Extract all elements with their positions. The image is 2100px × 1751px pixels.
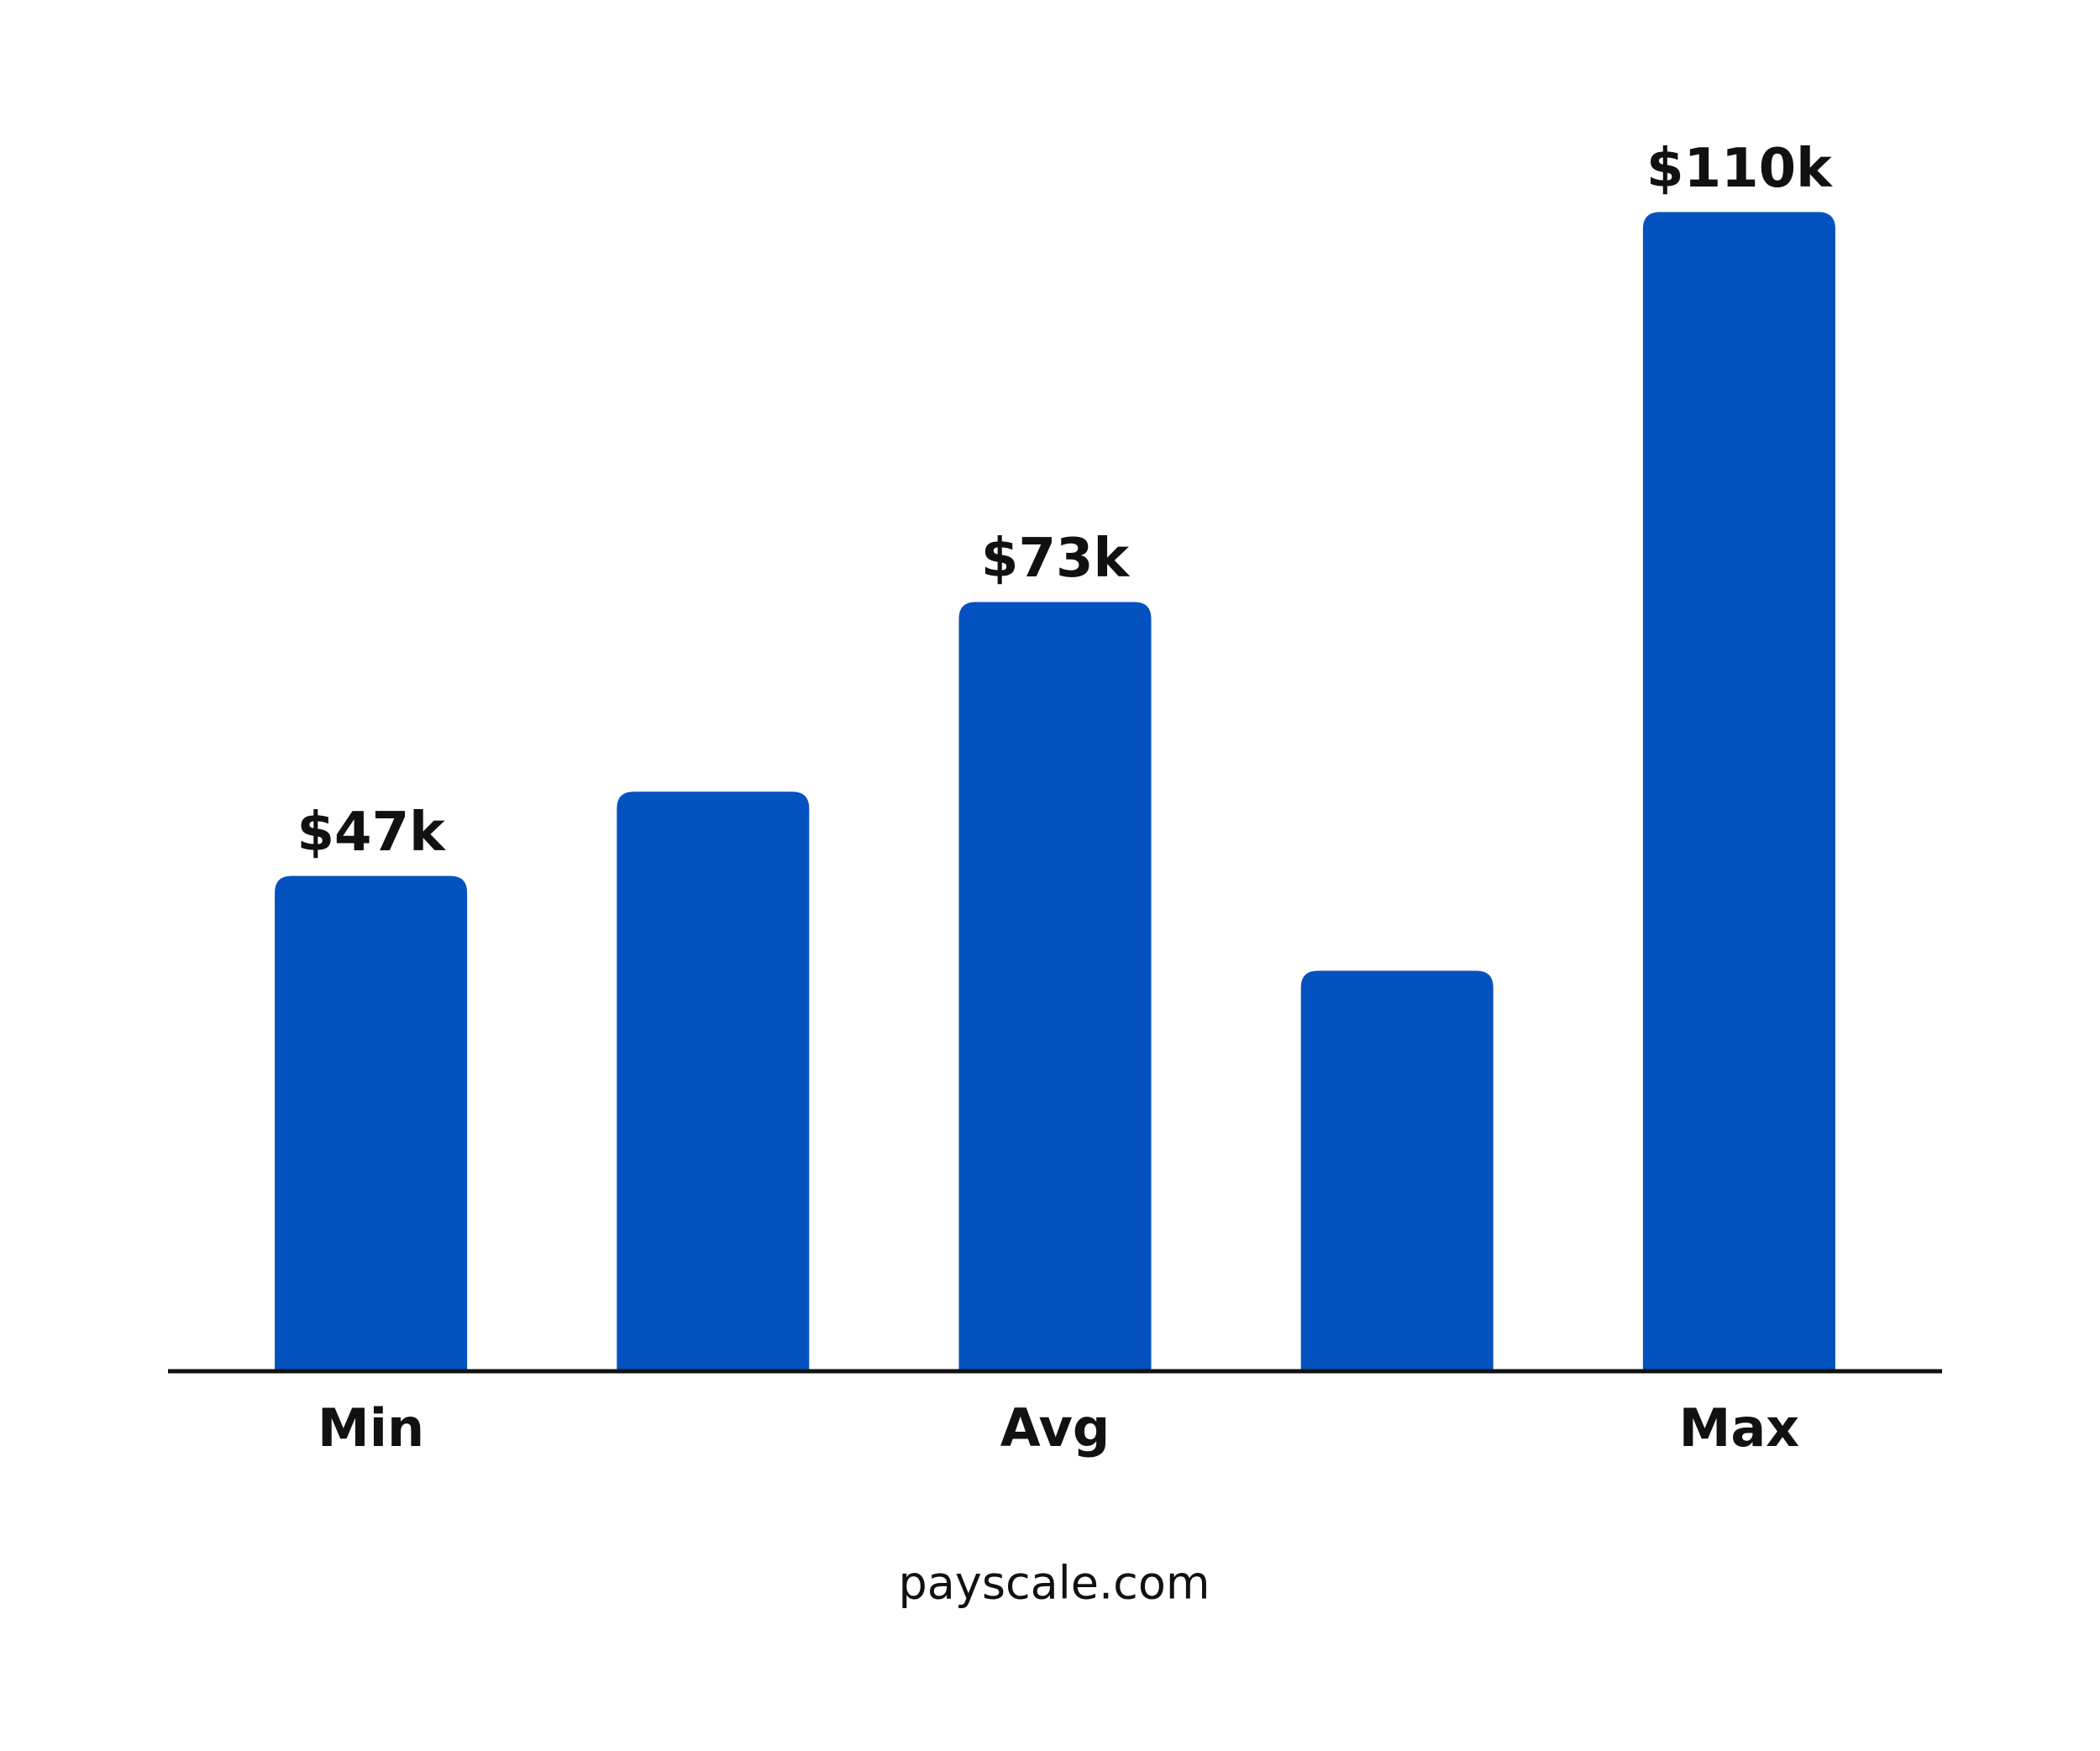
- value-label: $110k: [1646, 138, 1833, 200]
- bar: [958, 602, 1152, 1371]
- x-tick-label: Max: [1679, 1397, 1800, 1459]
- value-label: $73k: [981, 528, 1131, 590]
- x-tick-label: Min: [318, 1397, 424, 1459]
- bar: [617, 791, 810, 1371]
- x-tick-label: Avg: [1000, 1397, 1110, 1459]
- value-label: $47k: [297, 802, 447, 864]
- bar: [1642, 212, 1835, 1372]
- footer: payscale.com: [899, 1557, 1210, 1610]
- bar: [275, 876, 468, 1371]
- bar: [1300, 970, 1494, 1371]
